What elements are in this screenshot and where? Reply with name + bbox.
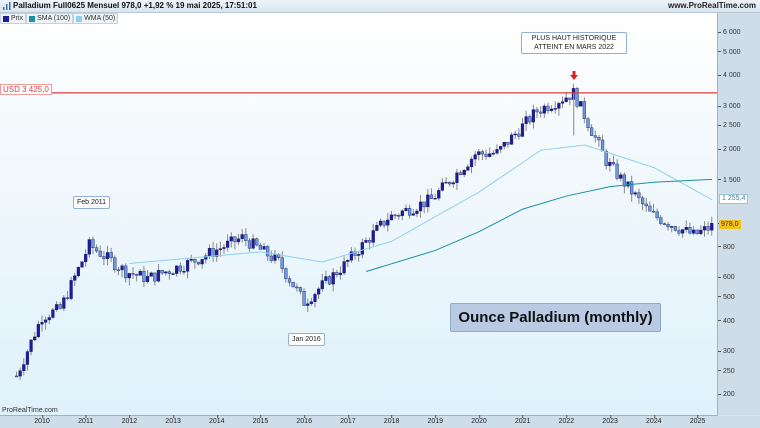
x-tick-label: 2017 (340, 415, 356, 425)
y-tick-label: 2 500 (718, 122, 741, 130)
title-bar: Palladium Full0625 Mensuel 978,0 +1,92 %… (0, 0, 760, 13)
chart-subtitle-label: Ounce Palladium (monthly) (450, 303, 661, 332)
x-tick-label: 2024 (646, 415, 662, 425)
watermark: ProRealTime.com (2, 407, 58, 414)
ath-annotation: PLUS HAUT HISTORIQUE ATTEINT EN MARS 202… (521, 32, 627, 54)
y-tick-label: 3 000 (718, 103, 741, 111)
x-tick-label: 2011 (78, 415, 94, 425)
chart-bars-icon (3, 2, 11, 10)
y-tick-label: 250 (718, 368, 735, 376)
y-tick-label: 4 000 (718, 72, 741, 80)
y-tick-label: 200 (718, 391, 735, 399)
y-tick-label: 6 000 (718, 29, 741, 37)
feb-2011-annotation: Feb 2011 (73, 196, 111, 209)
x-tick-label: 2020 (471, 415, 487, 425)
site-link[interactable]: www.ProRealTime.com (667, 1, 756, 10)
y-tick-label: 600 (718, 274, 735, 282)
x-tick-label: 2016 (296, 415, 312, 425)
chart-title: Palladium Full0625 Mensuel 978,0 +1,92 %… (13, 1, 257, 10)
candlestick-chart (0, 83, 717, 380)
price-chart-area[interactable] (0, 13, 718, 416)
y-tick-label: 2 000 (718, 146, 741, 154)
legend-swatch (76, 15, 83, 22)
x-tick-label: 2019 (427, 415, 444, 425)
legend-item-wma[interactable]: WMA (50) (73, 13, 119, 24)
y-tick-label: 800 (718, 244, 735, 252)
y-tick-label: 400 (718, 318, 735, 326)
x-tick-label: 2014 (209, 415, 225, 425)
legend-item-sma[interactable]: SMA (100) (26, 13, 74, 24)
x-tick-label: 2018 (383, 415, 400, 425)
legend-item-prix[interactable]: Prix (0, 13, 27, 24)
x-tick-label: 2025 (689, 415, 706, 425)
x-tick-label: 2023 (602, 415, 618, 425)
x-tick-label: 2022 (558, 415, 575, 425)
legend: Prix SMA (100) WMA (50) (0, 13, 119, 24)
legend-swatch (3, 15, 9, 22)
x-tick-label: 2010 (34, 415, 50, 425)
x-tick-label: 2013 (165, 415, 181, 425)
y-tick-label: 5 000 (718, 49, 741, 57)
last-price-tag: 978,0 (719, 220, 741, 229)
y-tick-label: 1 500 (718, 177, 741, 185)
arrow-down-icon (570, 71, 578, 80)
y-tick-label: 500 (718, 294, 735, 302)
legend-swatch (29, 15, 36, 22)
jan-2016-annotation: Jan 2016 (288, 333, 325, 346)
resistance-level-label: USD 3 425,0 (0, 84, 52, 95)
x-tick-label: 2021 (514, 415, 531, 425)
x-tick-label: 2015 (252, 415, 269, 425)
y-tick-label: 300 (718, 348, 735, 356)
wma-value-tag: 1 255,4 (719, 194, 749, 204)
x-tick-label: 2012 (121, 415, 138, 425)
x-axis[interactable]: 2010 2011 2012 2013 2014 2015 2016 2017 2018 2019… (0, 415, 760, 428)
